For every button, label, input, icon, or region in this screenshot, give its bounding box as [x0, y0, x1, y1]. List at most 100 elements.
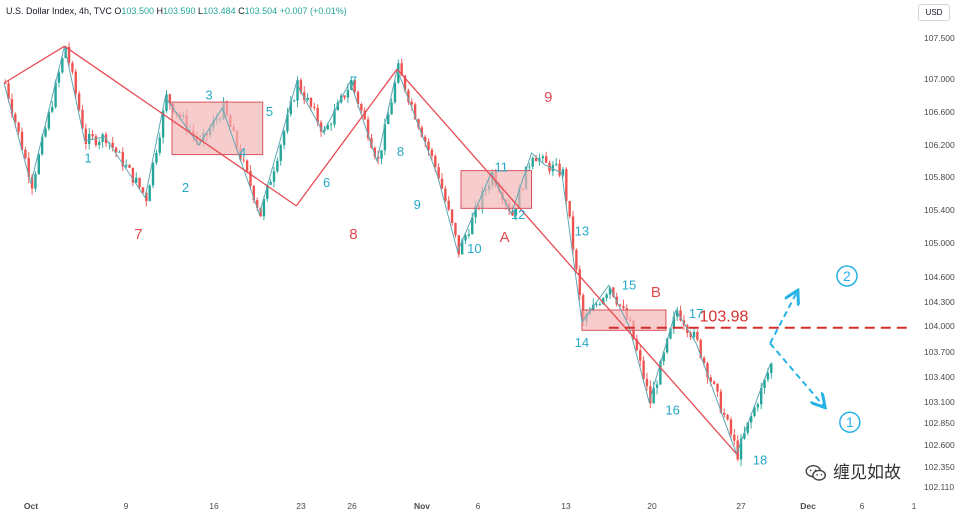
candle	[343, 95, 346, 98]
level-layer: 103.98 2 1	[608, 265, 912, 433]
candle	[511, 210, 514, 216]
candle	[575, 249, 578, 270]
candle	[608, 287, 612, 295]
candle	[161, 110, 165, 138]
wave-label-small: 14	[575, 335, 589, 350]
wave-label-small: 9	[414, 197, 421, 212]
candle	[424, 136, 427, 142]
candle	[309, 97, 313, 107]
candle	[383, 124, 387, 151]
price-tick: 107.500	[924, 33, 955, 43]
time-tick: 27	[736, 501, 746, 511]
time-axis: Oct 9 16 23 26 Nov 6 13 20 27 Dec 6 1	[24, 501, 917, 511]
candle	[534, 157, 538, 162]
wave-label-small: 11	[495, 159, 509, 174]
candle	[37, 154, 40, 174]
candle	[528, 166, 531, 168]
time-tick: Nov	[414, 501, 430, 511]
candle	[356, 91, 360, 105]
candle	[57, 72, 61, 83]
wave-segment	[3, 45, 65, 84]
candle	[94, 136, 98, 146]
candle	[454, 222, 457, 236]
ohlc-open-value: 103.500	[121, 6, 154, 16]
symbol-title[interactable]: U.S. Dollar Index, 4h, TVC	[6, 6, 112, 16]
ohlc-high-value: 103.590	[162, 6, 196, 16]
candle	[54, 82, 57, 107]
level-label: 103.98	[700, 309, 749, 326]
candle	[541, 156, 544, 159]
candle	[746, 422, 749, 433]
price-tick: 106.600	[924, 107, 955, 117]
price-axis: 107.500 107.000 106.600 106.200 105.800 105.4…	[924, 33, 955, 492]
candle	[763, 379, 766, 388]
candle	[286, 114, 289, 132]
candle	[380, 150, 383, 159]
candle	[114, 147, 118, 153]
candle	[296, 80, 299, 101]
candle	[387, 114, 390, 125]
candle	[565, 169, 568, 201]
candle	[558, 163, 561, 176]
wave-lines	[3, 45, 771, 456]
candle	[353, 79, 356, 92]
candle	[289, 101, 292, 115]
price-tick: 102.350	[924, 462, 955, 472]
candle	[400, 63, 403, 76]
time-tick: 9	[124, 501, 129, 511]
candle	[14, 114, 17, 123]
candle	[676, 310, 679, 317]
candle	[471, 217, 474, 235]
candle	[766, 373, 770, 380]
wave-label-small: 16	[665, 403, 679, 418]
wave-label-small: 5	[266, 104, 273, 119]
wechat-icon	[805, 465, 827, 481]
candle	[360, 104, 363, 111]
candle	[282, 131, 286, 146]
candle	[716, 383, 719, 392]
candle	[131, 167, 135, 183]
candle	[568, 200, 571, 217]
wave-label-small: 1	[84, 151, 91, 166]
candle	[592, 304, 595, 311]
candle	[51, 106, 54, 112]
candle	[665, 338, 669, 353]
candle	[262, 198, 266, 217]
candle	[276, 160, 279, 172]
candle	[245, 160, 249, 171]
time-tick: 13	[561, 501, 571, 511]
zigzag-line	[3, 46, 771, 456]
candle	[266, 184, 269, 199]
ohlc-open-label: O	[114, 6, 122, 16]
candle	[138, 177, 141, 188]
candle	[450, 209, 454, 223]
price-tick: 104.300	[924, 297, 955, 307]
price-tick: 105.000	[924, 238, 955, 248]
candle	[84, 128, 88, 144]
wave-label-small: 12	[511, 207, 525, 222]
candle	[10, 99, 14, 115]
candle	[544, 156, 548, 163]
candle	[561, 169, 565, 176]
candle	[47, 111, 51, 129]
time-tick: 26	[347, 501, 357, 511]
wave-label-small: 8	[397, 144, 404, 159]
ohlc-close-value: 103.504	[244, 6, 278, 16]
candle	[662, 352, 665, 362]
candle	[303, 92, 306, 100]
currency-button[interactable]: USD	[918, 4, 950, 21]
scenario-marker	[839, 411, 861, 433]
candle	[101, 134, 104, 142]
candle	[252, 185, 256, 201]
candle	[346, 89, 350, 98]
candle	[24, 149, 27, 159]
time-tick: 23	[296, 501, 306, 511]
candle	[655, 384, 659, 388]
candle	[457, 235, 460, 255]
wave-label-small: 7	[350, 74, 357, 89]
price-tick: 105.400	[924, 205, 955, 215]
candle	[427, 141, 430, 150]
candles-layer	[4, 42, 773, 467]
candle	[729, 419, 733, 435]
